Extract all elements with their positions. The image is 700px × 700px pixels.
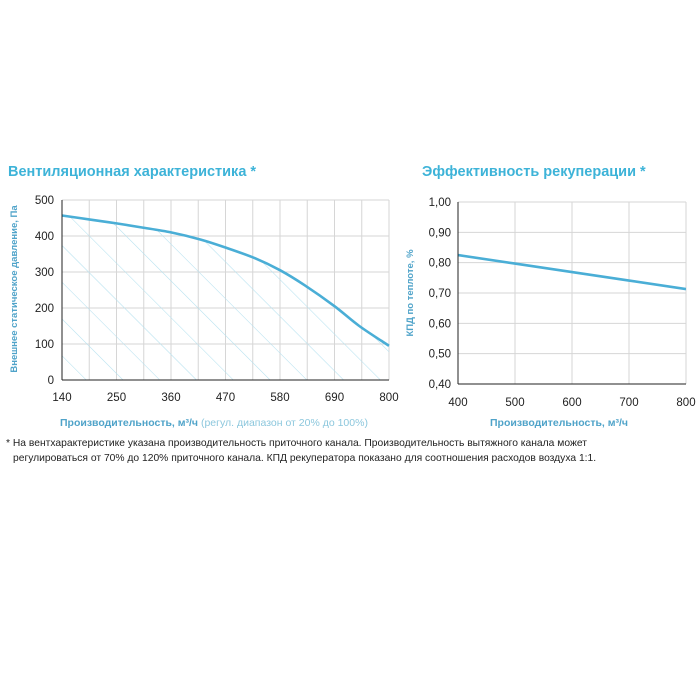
fan-curve-y-axis-label: Внешнее статическое давление, Па: [9, 205, 20, 373]
fan-curve-x-tick-label: 470: [216, 392, 235, 404]
fan-curve-y-tick-label: 0: [48, 375, 54, 387]
footnote: * На вентхарактеристике указана производ…: [6, 436, 696, 466]
efficiency-y-tick-label: 0,40: [429, 379, 451, 391]
efficiency-x-axis-label: Производительность, м³/ч: [490, 417, 628, 429]
fan-curve-x-tick-label: 250: [107, 392, 126, 404]
fan-curve-y-tick-label: 500: [35, 195, 54, 207]
fan-curve-chart: 0 100 200 300 400 500 140 250 360 470 580 690 800: [35, 195, 399, 404]
efficiency-y-axis-label: КПД по теплоте, %: [405, 249, 416, 337]
efficiency-y-tick-label: 0,80: [429, 258, 451, 270]
fan-curve-x-tick-label: 690: [325, 392, 344, 404]
efficiency-x-tick-label: 600: [562, 397, 581, 409]
efficiency-y-tick-label: 0,50: [429, 349, 451, 361]
fan-curve-line: [61, 214, 390, 347]
efficiency-title: Эффективность рекуперации *: [422, 164, 646, 180]
fan-curve-x-tick-label: 580: [270, 392, 289, 404]
efficiency-x-tick-label: 400: [448, 397, 467, 409]
efficiency-y-tick-label: 0,60: [429, 318, 451, 330]
fan-curve-hatched-area: [62, 215, 389, 380]
fan-curve-y-tick-label: 200: [35, 303, 54, 315]
fan-curve-x-tick-label: 800: [379, 392, 398, 404]
efficiency-y-tick-label: 1,00: [429, 197, 451, 209]
fan-curve-y-tick-label: 400: [35, 231, 54, 243]
fan-curve-x-axis-title: Производительность, м³/ч: [60, 417, 199, 429]
fan-curve-x-axis-note: (регул. диапазон от 20% до 100%): [200, 417, 368, 429]
efficiency-y-tick-label: 0,70: [429, 288, 451, 300]
efficiency-x-tick-label: 800: [676, 397, 695, 409]
efficiency-chart: 0,40 0,50 0,60 0,70 0,80 0,90 1,00 400 500 600 700…: [429, 197, 696, 409]
footnote-line-2: регулироваться от 70% до 120% приточного…: [13, 453, 597, 464]
fan-curve-y-tick-label: 100: [35, 339, 54, 351]
fan-curve-x-axis-label: Производительность, м³/ч (регул. диапазо…: [60, 417, 368, 429]
fan-curve-x-tick-label: 360: [161, 392, 180, 404]
footnote-line-1: * На вентхарактеристике указана производ…: [6, 438, 587, 449]
efficiency-line: [458, 253, 686, 291]
efficiency-x-tick-label: 500: [505, 397, 524, 409]
efficiency-x-axis-title: Производительность, м³/ч: [490, 417, 629, 429]
fan-curve-title: Вентиляционная характеристика *: [8, 164, 257, 180]
efficiency-x-tick-label: 700: [619, 397, 638, 409]
fan-curve-y-tick-label: 300: [35, 267, 54, 279]
efficiency-y-tick-label: 0,90: [429, 227, 451, 239]
fan-curve-x-tick-label: 140: [52, 392, 71, 404]
